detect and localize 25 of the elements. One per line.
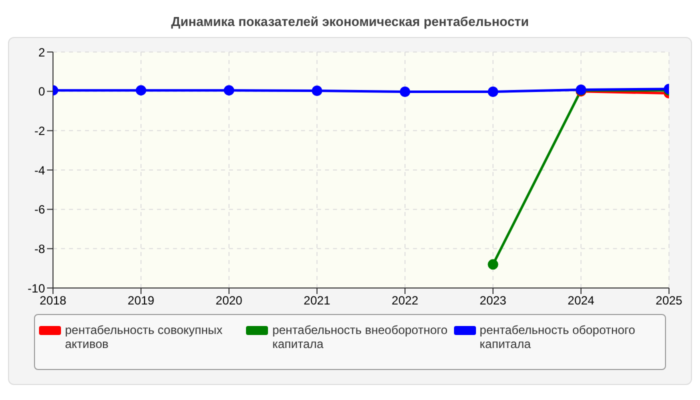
legend-label: рентабельность внеоборотного капитала xyxy=(272,323,449,351)
legend-label: рентабельность оборотного капитала xyxy=(480,323,636,351)
y-tick-label: -2 xyxy=(34,124,46,138)
x-tick-label: 2018 xyxy=(40,294,67,308)
point xyxy=(224,85,234,96)
x-tick-label: 2023 xyxy=(480,294,507,308)
x-tick-label: 2024 xyxy=(568,294,595,308)
point xyxy=(488,259,498,270)
x-tick-label: 2025 xyxy=(656,294,683,308)
chart-title: Динамика показателей экономическая рентабельности xyxy=(170,13,530,31)
point xyxy=(488,86,498,97)
x-tick-label: 2021 xyxy=(304,294,331,308)
y-tick-label: 2 xyxy=(38,45,46,60)
y-tick-label: 0 xyxy=(38,84,46,99)
point xyxy=(136,85,146,96)
point xyxy=(312,85,322,96)
legend-label: рентабельность совокупных активов xyxy=(65,323,224,351)
point xyxy=(400,86,410,97)
y-tick-label: -8 xyxy=(34,242,46,256)
x-tick-label: 2019 xyxy=(128,294,155,308)
x-tick-label: 2020 xyxy=(216,294,243,308)
y-tick-label: -10 xyxy=(28,281,46,296)
y-tick-label: -4 xyxy=(34,163,46,178)
x-tick-label: 2022 xyxy=(392,294,419,308)
y-tick-label: -6 xyxy=(34,202,46,217)
